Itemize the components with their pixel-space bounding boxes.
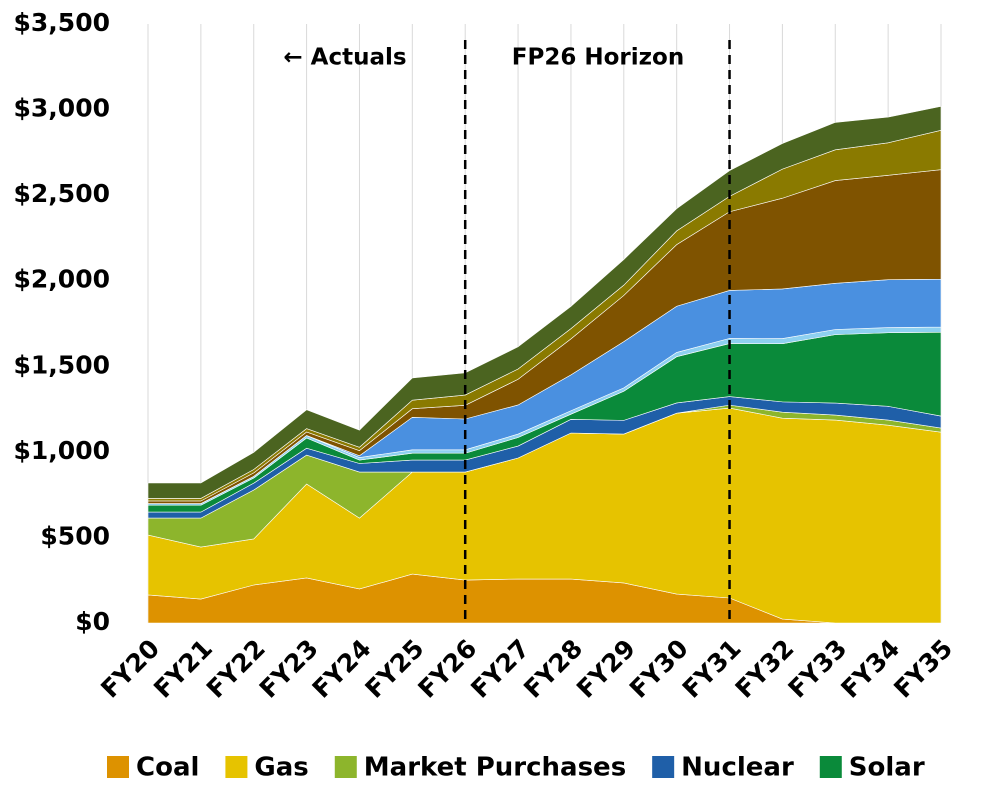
y-tick-label: $1,000: [14, 436, 110, 465]
x-tick-label: FY22: [201, 634, 271, 704]
y-tick-label: $2,000: [14, 265, 110, 294]
legend-item: Market Purchases: [334, 753, 626, 783]
y-tick-label: $0: [75, 607, 110, 636]
legend-swatch: [334, 756, 357, 778]
x-tick-label: FY23: [254, 634, 324, 704]
legend-swatch: [225, 756, 248, 778]
x-tick-label: FY31: [677, 634, 747, 704]
legend-label: Gas: [254, 753, 308, 783]
legend-label: Market Purchases: [364, 753, 626, 783]
area: [147, 105, 942, 499]
y-tick-label: $2,500: [14, 179, 110, 208]
x-tick-label: FY34: [835, 634, 905, 704]
x-tick-label: FY25: [360, 634, 430, 704]
x-tick-label: FY21: [148, 634, 218, 704]
x-tick-label: FY30: [624, 634, 694, 704]
y-tick-label: $1,500: [14, 350, 110, 379]
legend-item: Gas: [225, 753, 309, 783]
x-tick-label: FY20: [95, 634, 165, 704]
legend-item: Coal: [107, 753, 199, 783]
x-tick-label: FY24: [307, 634, 377, 704]
legend-swatch: [652, 756, 675, 778]
x-tick-label: FY26: [412, 634, 482, 704]
x-tick-label: FY33: [782, 634, 852, 704]
x-tick-label: FY29: [571, 634, 641, 704]
legend-label: Coal: [136, 753, 199, 783]
y-tick-label: $3,000: [14, 94, 110, 123]
x-tick-label: FY28: [518, 634, 588, 704]
x-tick-label: FY35: [888, 634, 958, 704]
legend-item: Solar: [819, 753, 925, 783]
y-tick-label: $500: [40, 521, 110, 550]
legend-swatch: [819, 756, 842, 778]
annotation: ← Actuals: [283, 45, 406, 71]
legend-item: Nuclear: [652, 753, 794, 783]
legend-label: Nuclear: [681, 753, 794, 783]
x-tick-label: FY27: [465, 634, 535, 704]
x-tick-label: FY32: [730, 634, 800, 704]
legend-label: Solar: [849, 753, 925, 783]
y-tick-label: $3,500: [14, 8, 110, 37]
legend-swatch: [107, 756, 129, 778]
annotation: FP26 Horizon: [512, 45, 684, 71]
